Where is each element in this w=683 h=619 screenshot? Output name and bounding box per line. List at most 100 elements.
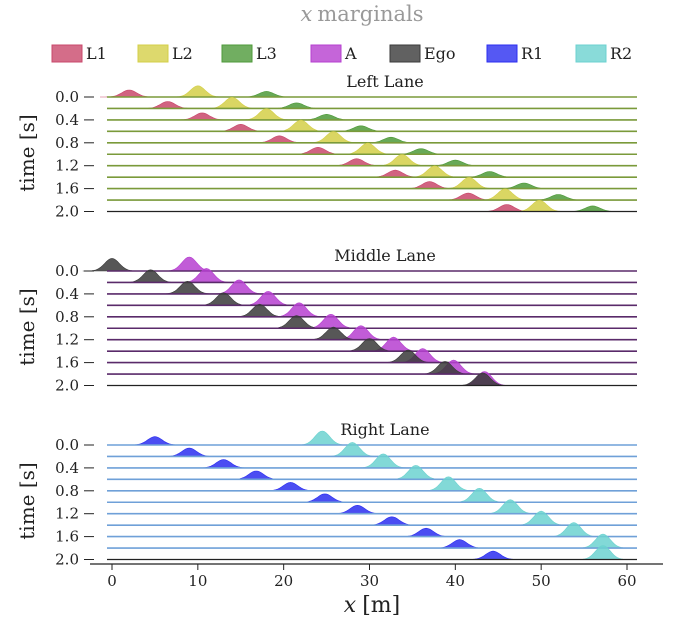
legend-label-r1: R1 [521, 44, 543, 63]
peak-l3-t9 [529, 194, 588, 201]
legend-label-l2: L2 [172, 44, 193, 63]
time-tick-middle-lane-1.6: 1.6 [55, 354, 79, 372]
peak-l1-t8 [400, 181, 459, 189]
peak-l2-t2 [237, 108, 296, 121]
peak-l3-t10 [563, 205, 622, 212]
peak-l3-t1 [267, 102, 326, 109]
panel-left-lane: Left Lane time [s] 0.0 0.4 0.8 1.2 1.6 2.0 [15, 72, 637, 221]
legend-label-l3: L3 [256, 44, 277, 63]
legend-label-ego: Ego [424, 44, 456, 63]
panel-middle-lane: Middle Lane time [s] 0.0 0.4 0.8 1.2 1.6 2.0 [15, 246, 637, 395]
time-tick-left-lane-0.0: 0.0 [55, 88, 79, 106]
peak-l1-t3 [211, 123, 270, 132]
peak-r1-t9 [430, 539, 489, 549]
time-tick-left-lane-2.0: 2.0 [55, 203, 79, 221]
time-tick-middle-lane-2.0: 2.0 [55, 377, 79, 395]
time-tick-middle-lane-1.2: 1.2 [55, 331, 79, 349]
peak-r1-t3 [227, 470, 286, 480]
x-tick-0: 0 [107, 572, 117, 590]
figure-title-text: marginals [317, 2, 423, 26]
time-tick-left-lane-1.2: 1.2 [55, 157, 79, 175]
legend-label-r2: R2 [610, 44, 632, 63]
time-tick-left-lane-0.8: 0.8 [55, 134, 79, 152]
peak-r1-t7 [362, 516, 421, 526]
time-tick-middle-lane-0.0: 0.0 [55, 262, 79, 280]
peak-l3-t7 [460, 171, 519, 178]
legend-swatch-ego [389, 44, 421, 63]
x-axis-label-var: x [344, 593, 357, 618]
legend-swatch-r1 [486, 44, 518, 63]
peak-r1-t0 [125, 436, 185, 446]
peak-l1-t0 [100, 89, 159, 98]
time-tick-right-lane-0.8: 0.8 [55, 482, 79, 500]
peak-ego-t0 [82, 258, 142, 272]
x-tick-40: 40 [446, 572, 465, 590]
time-tick-left-lane-0.4: 0.4 [55, 111, 79, 129]
legend: L1 L2 L3 A Ego R1 R2 [51, 44, 632, 63]
panel-title-right-lane: Right Lane [340, 420, 429, 439]
x-tick-10: 10 [188, 572, 207, 590]
y-axis-label-middle-lane: time [s] [15, 288, 39, 365]
time-tick-middle-lane-0.4: 0.4 [55, 285, 79, 303]
peak-l2-t9 [475, 188, 535, 201]
legend-swatch-l3 [221, 44, 253, 63]
peak-l3-t2 [297, 113, 356, 121]
peak-l2-t6 [372, 154, 432, 166]
x-tick-60: 60 [617, 572, 636, 590]
peak-a-t0 [160, 256, 219, 272]
y-axis-label-left-lane: time [s] [15, 114, 39, 191]
legend-label-a: A [344, 44, 357, 63]
peak-l2-t5 [338, 142, 397, 155]
peak-l2-t8 [439, 177, 499, 189]
peak-l2-t3 [271, 119, 330, 132]
x-axis: 0 10 20 30 40 50 60 [90, 563, 663, 590]
x-tick-20: 20 [274, 572, 293, 590]
peak-l2-t7 [405, 165, 464, 178]
panel-title-middle-lane: Middle Lane [334, 246, 436, 265]
peak-l3-t5 [391, 148, 451, 155]
peak-l2-t4 [304, 131, 363, 144]
peak-r1-t6 [328, 504, 387, 514]
legend-swatch-l1 [51, 44, 83, 63]
legend-swatch-l2 [137, 44, 169, 63]
peak-l3-t6 [426, 159, 485, 166]
time-tick-right-lane-0.0: 0.0 [55, 436, 79, 454]
peak-l1-t1 [138, 101, 197, 109]
time-tick-left-lane-1.6: 1.6 [55, 180, 79, 198]
peak-l3-t0 [237, 91, 296, 98]
peak-l1-t5 [288, 146, 348, 155]
peak-l1-t4 [250, 135, 309, 144]
figure-title: x marginals [300, 2, 423, 26]
figure-title-var: x [300, 2, 312, 26]
peak-l1-t6 [327, 158, 386, 166]
peak-r1-t4 [261, 482, 320, 492]
panel-right-lane: Right Lane time [s] 0.0 0.4 0.8 1.2 1.6 2.0 [15, 420, 637, 569]
peak-l1-t7 [366, 169, 425, 178]
time-tick-right-lane-1.6: 1.6 [55, 528, 79, 546]
peak-l3-t4 [361, 136, 421, 144]
x-tick-30: 30 [360, 572, 379, 590]
peak-r1-t10 [463, 550, 523, 560]
x-tick-50: 50 [532, 572, 551, 590]
peak-l2-t0 [168, 85, 227, 98]
legend-swatch-a [310, 44, 342, 63]
peak-r1-t8 [397, 527, 456, 537]
time-tick-right-lane-2.0: 2.0 [55, 551, 79, 569]
peak-l3-t8 [494, 182, 554, 189]
time-tick-right-lane-0.4: 0.4 [55, 459, 79, 477]
peak-l1-t2 [172, 112, 232, 121]
legend-label-l1: L1 [86, 44, 107, 63]
time-tick-right-lane-1.2: 1.2 [55, 505, 79, 523]
x-axis-label: x [m] [344, 593, 400, 618]
y-axis-label-right-lane: time [s] [15, 462, 39, 539]
panel-title-left-lane: Left Lane [346, 72, 423, 91]
peak-r1-t1 [160, 447, 219, 457]
peak-l3-t3 [331, 125, 391, 132]
peak-r1-t2 [194, 459, 253, 469]
peak-r1-t5 [295, 493, 354, 503]
legend-swatch-r2 [575, 44, 607, 63]
time-tick-middle-lane-0.8: 0.8 [55, 308, 79, 326]
peak-l2-t1 [203, 96, 262, 109]
